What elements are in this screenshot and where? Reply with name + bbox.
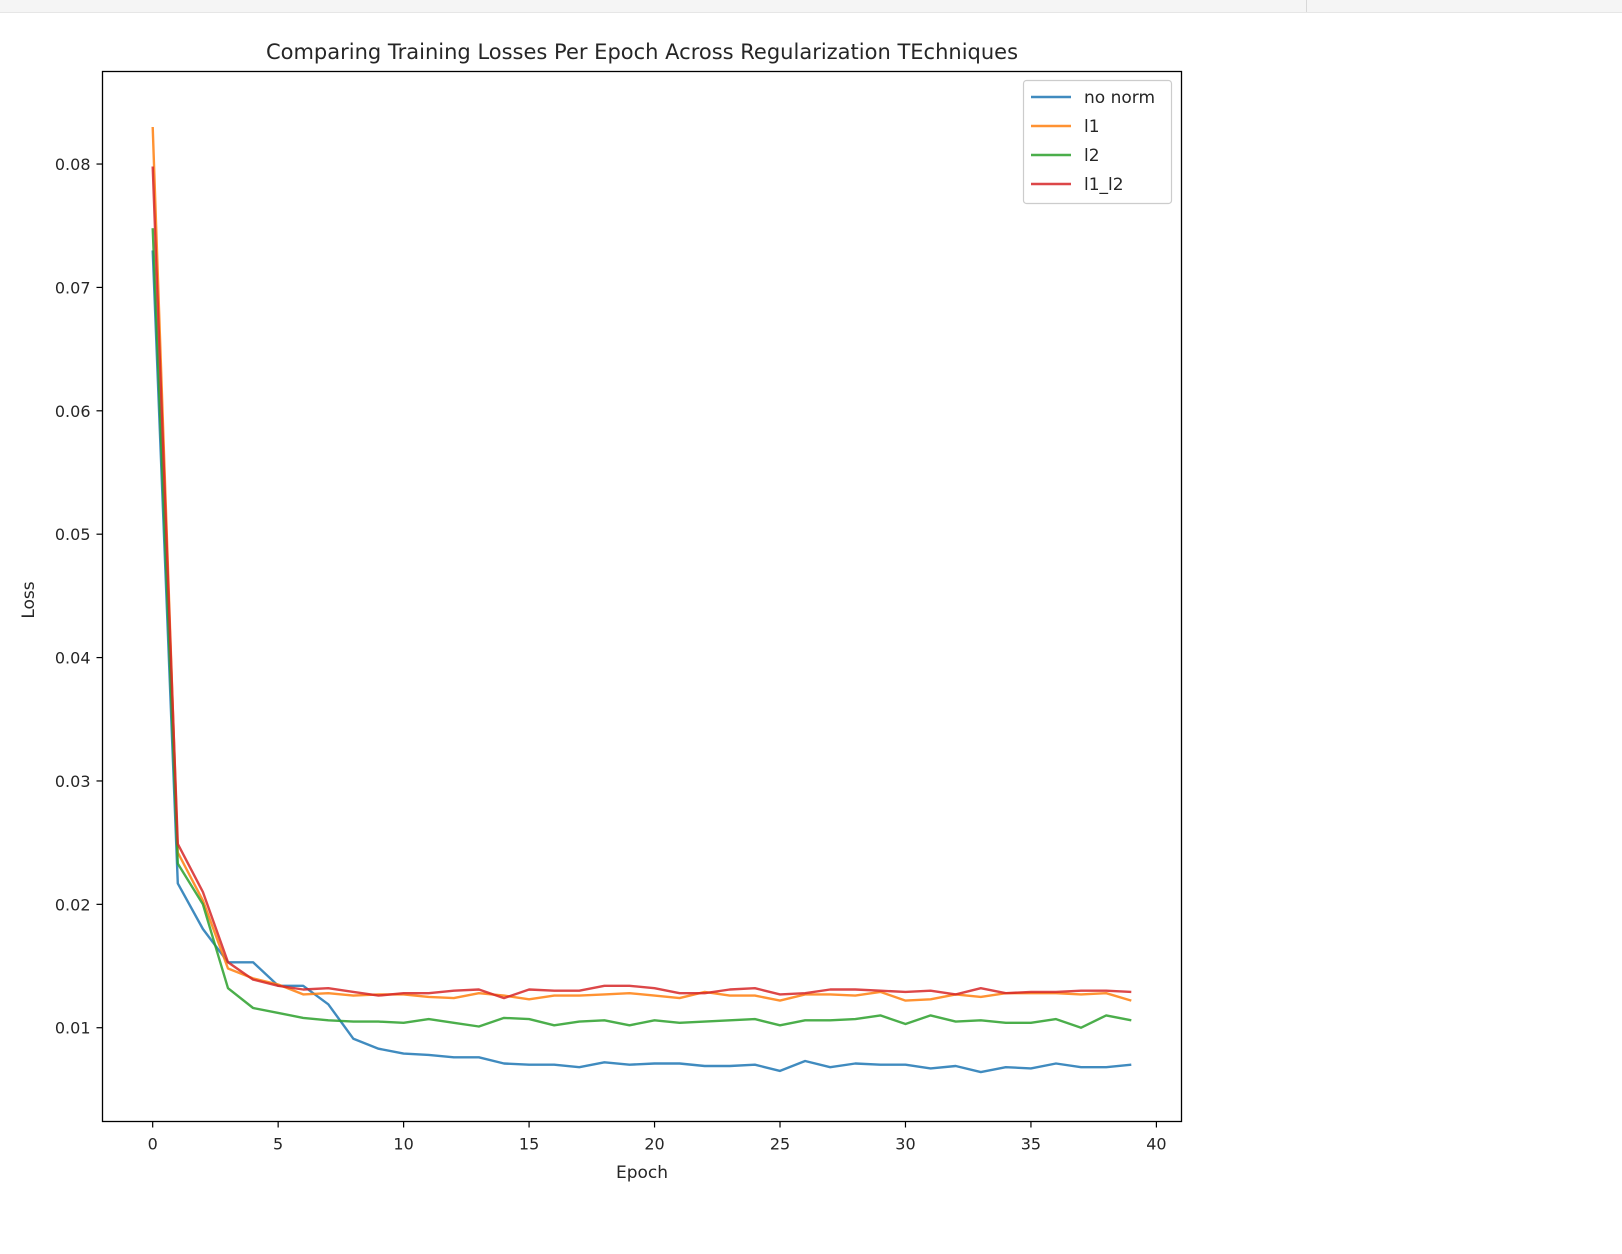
x-tick-label: 25 (770, 1135, 790, 1154)
x-tick-label: 20 (644, 1135, 664, 1154)
series-line-no-norm (151, 250, 1132, 1074)
x-tick-label: 5 (273, 1135, 283, 1154)
y-tick-label: 0.01 (55, 1019, 91, 1038)
x-tick-label: 15 (519, 1135, 539, 1154)
x-tick-label: 10 (393, 1135, 413, 1154)
x-axis-label: Epoch (616, 1163, 668, 1183)
legend-label: no norm (1084, 88, 1155, 108)
y-axis-label: Loss (19, 581, 39, 618)
y-tick-label: 0.06 (55, 402, 91, 421)
legend-frame (1022, 79, 1173, 205)
y-tick-label: 0.04 (55, 649, 91, 668)
y-tick-label: 0.05 (55, 525, 91, 544)
y-tick-label: 0.08 (55, 155, 91, 174)
y-tick-label: 0.02 (55, 895, 91, 914)
x-axis: 0 5 10 15 20 25 30 35 40 (148, 1121, 1167, 1154)
series-layer (151, 126, 1132, 1074)
legend-label: l2 (1084, 146, 1100, 166)
y-tick-label: 0.03 (55, 772, 91, 791)
y-tick-label: 0.07 (55, 278, 91, 297)
legend-label: l1 (1084, 117, 1100, 137)
x-tick-label: 30 (895, 1135, 915, 1154)
series-line-l1 (151, 126, 1132, 1002)
series-line-l2 (151, 228, 1132, 1029)
y-axis: 0.01 0.02 0.03 0.04 0.05 0.06 0.07 0.08 (55, 155, 103, 1038)
toolbar-divider (1306, 0, 1307, 12)
legend: no norm l1 l2 l1_l2 (1022, 79, 1173, 205)
x-tick-label: 35 (1021, 1135, 1041, 1154)
chart-title: Comparing Training Losses Per Epoch Acro… (266, 40, 1018, 64)
x-tick-label: 40 (1146, 1135, 1166, 1154)
plot-area (101, 70, 1183, 1123)
x-tick-label: 0 (148, 1135, 158, 1154)
series-line-l1-l2 (151, 166, 1132, 1000)
plot-frame (101, 70, 1183, 1123)
legend-label: l1_l2 (1084, 175, 1124, 195)
notebook-toolbar-strip (0, 0, 1622, 13)
